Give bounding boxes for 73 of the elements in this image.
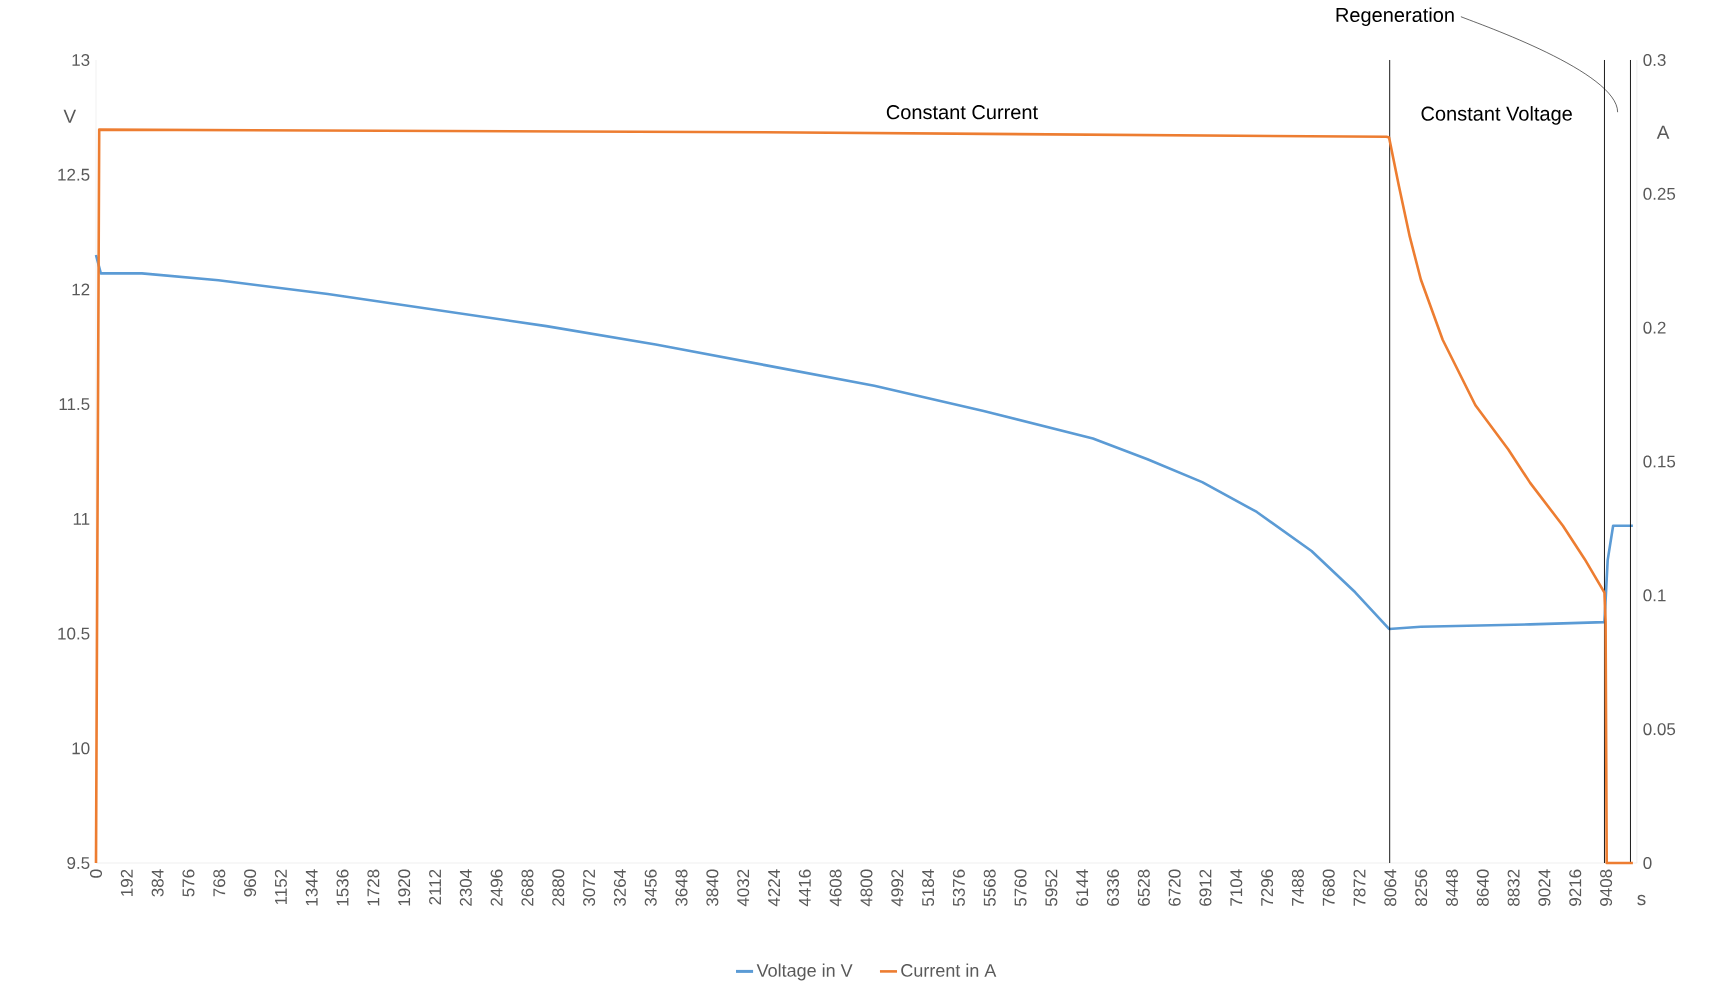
x-tick-label: 4416 bbox=[798, 869, 811, 907]
x-tick-label: 7680 bbox=[1322, 869, 1335, 906]
x-tick-label: 9408 bbox=[1600, 869, 1613, 906]
x-tick-label: 2496 bbox=[490, 869, 503, 906]
legend-label: Current in A bbox=[901, 963, 997, 977]
x-tick-label: 9024 bbox=[1538, 869, 1551, 906]
x-tick-label: 3840 bbox=[706, 869, 719, 907]
y2-axis-title: A bbox=[1656, 125, 1670, 139]
x-tick-label: 1728 bbox=[367, 869, 380, 906]
x-tick-label: 7296 bbox=[1261, 869, 1274, 906]
x-tick-label: 1920 bbox=[398, 869, 411, 906]
x-tick-label: 5760 bbox=[1014, 869, 1027, 907]
x-tick-label: 8448 bbox=[1445, 869, 1459, 906]
x-tick-label: 2112 bbox=[429, 869, 441, 905]
y-axis-title: V bbox=[63, 109, 77, 123]
y-tick-label: 12 bbox=[72, 283, 90, 296]
x-tick-label: 4608 bbox=[829, 869, 842, 907]
x-tick-label: 5952 bbox=[1045, 869, 1058, 907]
x-tick-label: 5376 bbox=[952, 869, 965, 907]
x-tick-label: 1536 bbox=[336, 869, 349, 906]
y-tick-label: 11.5 bbox=[59, 398, 90, 411]
x-tick-label: 6912 bbox=[1199, 869, 1212, 906]
x-tick-label: 192 bbox=[120, 869, 133, 896]
y2-tick-label: 0.05 bbox=[1643, 723, 1676, 736]
text: Regeneration bbox=[1336, 7, 1454, 27]
x-tick-label: 4224 bbox=[768, 869, 780, 907]
x-tick-label: 1152 bbox=[274, 869, 287, 905]
y2-tick-label: 0.2 bbox=[1643, 321, 1666, 334]
y2-tick-label: 0.1 bbox=[1643, 589, 1666, 602]
x-tick-label: 4032 bbox=[737, 869, 750, 907]
x-tick-label: 2688 bbox=[521, 869, 534, 906]
x-tick-label: 576 bbox=[182, 869, 195, 897]
x-tick-label: 0 bbox=[89, 869, 103, 878]
annotation: Constant Voltage bbox=[1421, 106, 1572, 125]
y2-tick-label: 0 bbox=[1643, 856, 1652, 870]
x-tick-label: 960 bbox=[244, 869, 257, 897]
x-tick-label: 2304 bbox=[459, 869, 472, 906]
x-tick-label: 1344 bbox=[305, 869, 318, 906]
x-tick-label: 3264 bbox=[613, 869, 626, 907]
x-tick-label: 6144 bbox=[1076, 869, 1089, 906]
x-tick-label: 6528 bbox=[1137, 869, 1150, 906]
x-tick-label: 3456 bbox=[644, 869, 657, 907]
x-tick-label: 5184 bbox=[922, 869, 935, 907]
x-tick-label: 6336 bbox=[1106, 869, 1120, 906]
x-tick-label: 5568 bbox=[983, 869, 996, 907]
x-tick-label: 7488 bbox=[1291, 869, 1304, 906]
x-tick-label: 7104 bbox=[1230, 869, 1243, 906]
y-tick-label: 11 bbox=[73, 513, 90, 525]
y-tick-label: 10.5 bbox=[58, 627, 90, 640]
x-tick-label: 8064 bbox=[1384, 869, 1397, 906]
x-tick-label: 8832 bbox=[1507, 869, 1520, 906]
x-tick-label: 4992 bbox=[891, 869, 904, 907]
y2-tick-label: 0.3 bbox=[1643, 53, 1666, 67]
x-tick-label: 8640 bbox=[1476, 869, 1489, 906]
y-tick-label: 13 bbox=[72, 53, 90, 67]
x-tick-label: 768 bbox=[213, 869, 226, 897]
x-tick-label: 9216 bbox=[1569, 869, 1582, 906]
y-tick-label: 9.5 bbox=[67, 856, 90, 870]
x-axis-title: s bbox=[1637, 894, 1646, 906]
y2-tick-label: 0.15 bbox=[1643, 455, 1676, 468]
legend-label: Voltage in V bbox=[756, 963, 853, 981]
annotation: Constant Current bbox=[886, 105, 1038, 120]
x-tick-label: 3072 bbox=[583, 869, 596, 907]
x-tick-label: 384 bbox=[151, 869, 164, 897]
x-tick-label: 3648 bbox=[675, 869, 688, 907]
y-tick-label: 12.5 bbox=[58, 168, 90, 181]
x-tick-label: 8256 bbox=[1415, 869, 1428, 906]
y2-tick-label: 0.25 bbox=[1643, 187, 1676, 200]
x-tick-label: 4800 bbox=[860, 869, 873, 907]
x-tick-label: 7872 bbox=[1353, 869, 1366, 906]
x-tick-label: 6720 bbox=[1168, 869, 1181, 906]
y-tick-label: 10 bbox=[72, 742, 90, 755]
x-tick-label: 2880 bbox=[552, 869, 565, 906]
